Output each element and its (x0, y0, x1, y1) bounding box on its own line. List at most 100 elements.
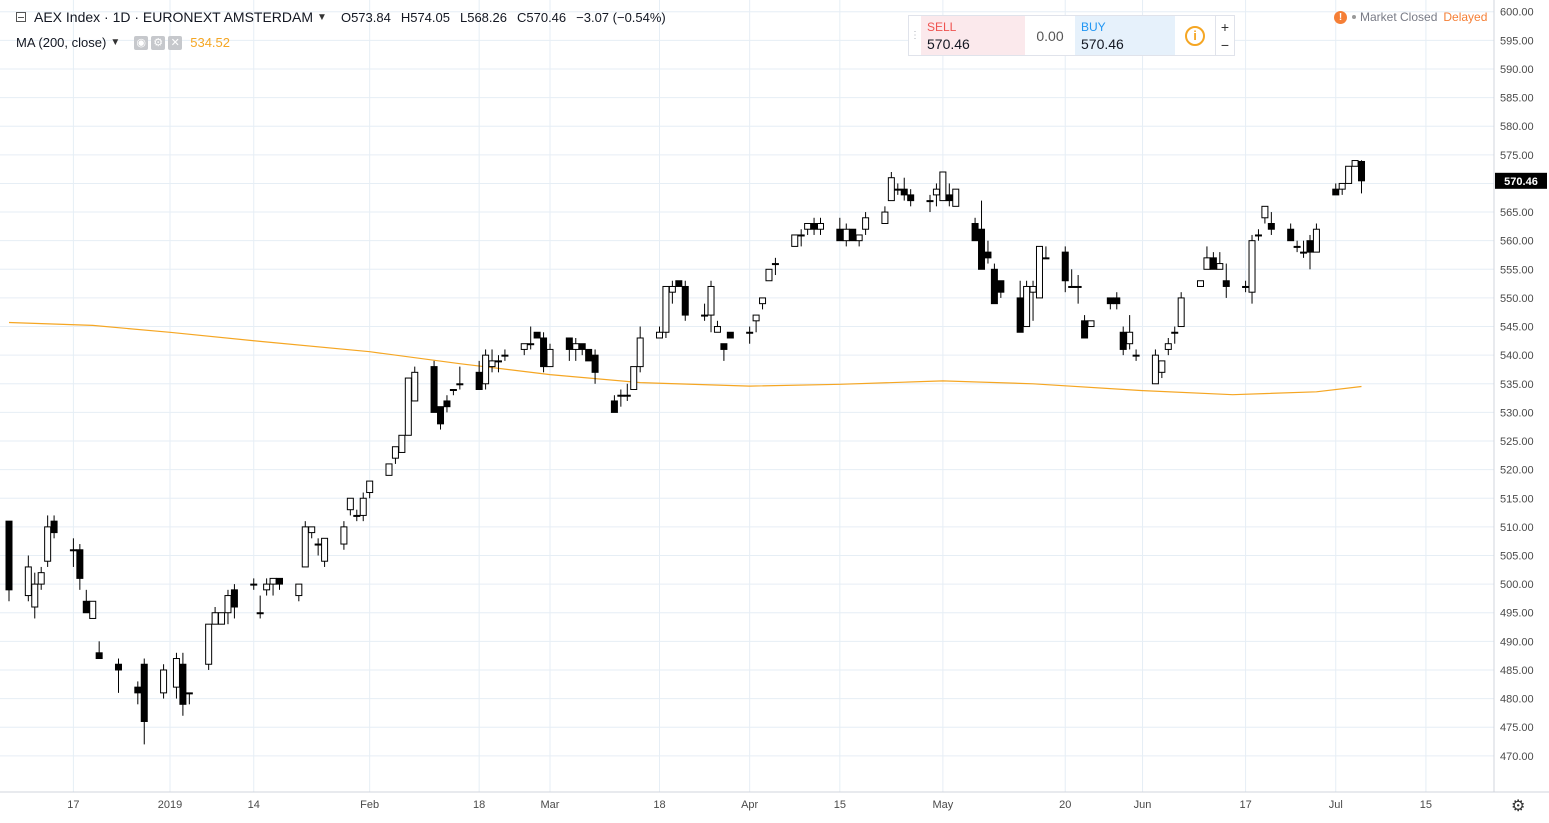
candle-body (990, 268, 998, 305)
candle (842, 223, 850, 247)
info-button[interactable]: i (1175, 16, 1215, 55)
candle-body (881, 211, 889, 225)
collapse-icon[interactable] (16, 12, 26, 22)
candle (1068, 269, 1076, 288)
y-tick-label: 475.00 (1500, 722, 1534, 734)
quantity-stepper: + − (1215, 16, 1234, 55)
candle-body (1132, 354, 1140, 357)
candle (50, 515, 58, 539)
minus-button[interactable]: − (1220, 36, 1230, 53)
candle-body (50, 520, 58, 534)
candle (449, 389, 457, 396)
moving-average-layer (8, 321, 1362, 396)
candle-body (1312, 228, 1320, 253)
candle (765, 268, 773, 282)
candle-body (1106, 297, 1114, 305)
candle-body (636, 337, 644, 368)
y-tick-label: 560.00 (1500, 236, 1534, 248)
candle (1061, 246, 1069, 293)
sell-button[interactable]: SELL 570.46 (921, 16, 1025, 55)
candle-body (655, 331, 663, 339)
buy-button[interactable]: BUY 570.46 (1075, 16, 1175, 55)
candle-body (804, 223, 812, 230)
candle (836, 217, 844, 242)
buy-price: 570.46 (1081, 36, 1124, 52)
candle (713, 320, 721, 333)
trade-panel: ⋮ SELL 570.46 0.00 BUY 570.46 i + − (908, 15, 1235, 56)
plus-button[interactable]: + (1220, 18, 1230, 35)
candle-body (984, 251, 992, 259)
candle-body (752, 314, 760, 322)
candle-body (849, 228, 857, 242)
candle-body (211, 612, 219, 625)
legend-main: AEX Index · 1D · EURONEXT AMSTERDAM ▼ O5… (16, 9, 676, 25)
candle (1081, 315, 1089, 339)
candle (1358, 160, 1366, 194)
x-tick-label: 15 (834, 799, 846, 811)
candle (572, 337, 580, 361)
candle (211, 607, 219, 625)
candle (610, 395, 618, 413)
candle (578, 343, 586, 356)
candle-body (230, 589, 238, 608)
candle-body (95, 652, 103, 660)
candle-body (494, 360, 502, 363)
candle (1300, 240, 1308, 258)
spread-value: 0.00 (1036, 27, 1064, 44)
warning-icon[interactable]: ! (1334, 10, 1347, 24)
candle (185, 692, 193, 705)
settings-gear-icon[interactable]: ⚙ (1511, 798, 1526, 815)
symbol-title[interactable]: AEX Index · 1D · EURONEXT AMSTERDAM (34, 9, 314, 25)
candle-body (1338, 182, 1346, 190)
candle-body (256, 612, 264, 615)
y-tick-label: 510.00 (1500, 522, 1534, 534)
candle-body (527, 343, 535, 346)
candle-body (1081, 320, 1089, 339)
candle (533, 331, 541, 339)
candle-body (1158, 360, 1166, 373)
candle-body (623, 394, 631, 397)
chevron-down-icon[interactable]: ▼ (110, 37, 121, 48)
delayed-label[interactable]: Delayed (1443, 10, 1488, 24)
candle-body (488, 360, 496, 368)
candle (1126, 315, 1134, 350)
info-icon: i (1185, 25, 1205, 46)
candle-body (359, 497, 367, 516)
candle-body (89, 600, 97, 619)
close-icon[interactable]: ✕ (168, 35, 183, 50)
candle (391, 446, 399, 464)
candle-body (726, 331, 734, 339)
drag-handle[interactable]: ⋮ (910, 30, 920, 41)
candle (140, 658, 148, 745)
candle-body (797, 234, 805, 237)
candle-body (771, 263, 779, 266)
candle-body (1164, 343, 1172, 350)
legend-indicator: MA (200, close) ▼ ◉ ⚙ ✕ 534.52 (16, 35, 230, 50)
candle-body (321, 537, 329, 562)
candle-body (37, 572, 45, 585)
candle-body (578, 343, 586, 350)
candle (482, 349, 490, 390)
candle (1261, 205, 1269, 224)
sell-label: SELL (927, 20, 957, 34)
candle (952, 188, 960, 207)
price-axis: 470.00 475.00 480.00 485.00 490.00 495.00 500.… (1500, 7, 1534, 763)
candle-body (707, 285, 715, 316)
ma-label[interactable]: MA (200, close) (16, 35, 107, 50)
candle (939, 171, 947, 202)
y-tick-label: 470.00 (1500, 751, 1534, 763)
candle (1306, 234, 1314, 270)
candle-body (1242, 285, 1250, 288)
candle (668, 280, 676, 304)
candle-body (1254, 234, 1262, 237)
candle-body (701, 314, 709, 317)
gear-icon[interactable]: ⚙ (151, 35, 166, 50)
candle (224, 589, 232, 625)
candle-body (842, 228, 850, 242)
x-tick-label: 14 (248, 799, 260, 811)
chevron-down-icon[interactable]: ▼ (317, 11, 327, 23)
candle-body (610, 400, 618, 413)
candle (655, 326, 663, 339)
eye-icon[interactable]: ◉ (134, 35, 149, 50)
